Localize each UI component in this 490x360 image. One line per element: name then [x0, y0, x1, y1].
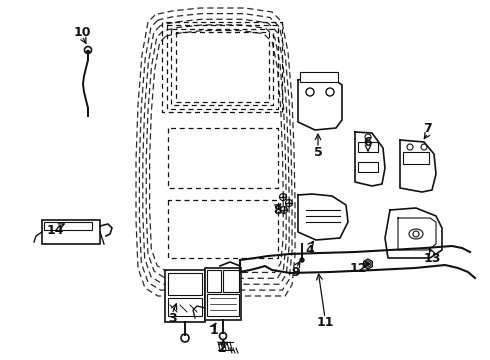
- Text: 8: 8: [274, 203, 282, 216]
- Bar: [207, 294, 239, 316]
- Bar: [207, 270, 221, 292]
- Polygon shape: [385, 208, 442, 258]
- Polygon shape: [364, 259, 372, 269]
- Bar: [223, 270, 239, 292]
- Text: 12: 12: [349, 261, 367, 274]
- Bar: [42, 220, 100, 244]
- Circle shape: [367, 263, 369, 265]
- Bar: [44, 222, 92, 230]
- Polygon shape: [298, 77, 342, 130]
- Circle shape: [300, 258, 304, 262]
- Text: 1: 1: [210, 324, 219, 337]
- Text: 11: 11: [316, 315, 334, 328]
- Bar: [403, 152, 429, 164]
- Text: 10: 10: [73, 26, 91, 39]
- Text: 5: 5: [314, 145, 322, 158]
- Text: 14: 14: [46, 224, 64, 237]
- Text: 6: 6: [364, 135, 372, 149]
- Polygon shape: [400, 140, 436, 192]
- Circle shape: [87, 50, 90, 54]
- Polygon shape: [355, 132, 385, 186]
- Text: 13: 13: [423, 252, 441, 265]
- Polygon shape: [298, 194, 348, 240]
- Text: 2: 2: [218, 342, 226, 355]
- Text: 4: 4: [306, 243, 315, 257]
- Text: 7: 7: [424, 122, 432, 135]
- Bar: [168, 273, 202, 295]
- Bar: [300, 72, 338, 82]
- Bar: [358, 162, 378, 172]
- Text: 3: 3: [168, 311, 176, 324]
- Bar: [358, 142, 378, 152]
- Bar: [168, 298, 202, 316]
- Bar: [165, 270, 205, 322]
- Bar: [205, 268, 241, 320]
- Text: 9: 9: [292, 266, 300, 279]
